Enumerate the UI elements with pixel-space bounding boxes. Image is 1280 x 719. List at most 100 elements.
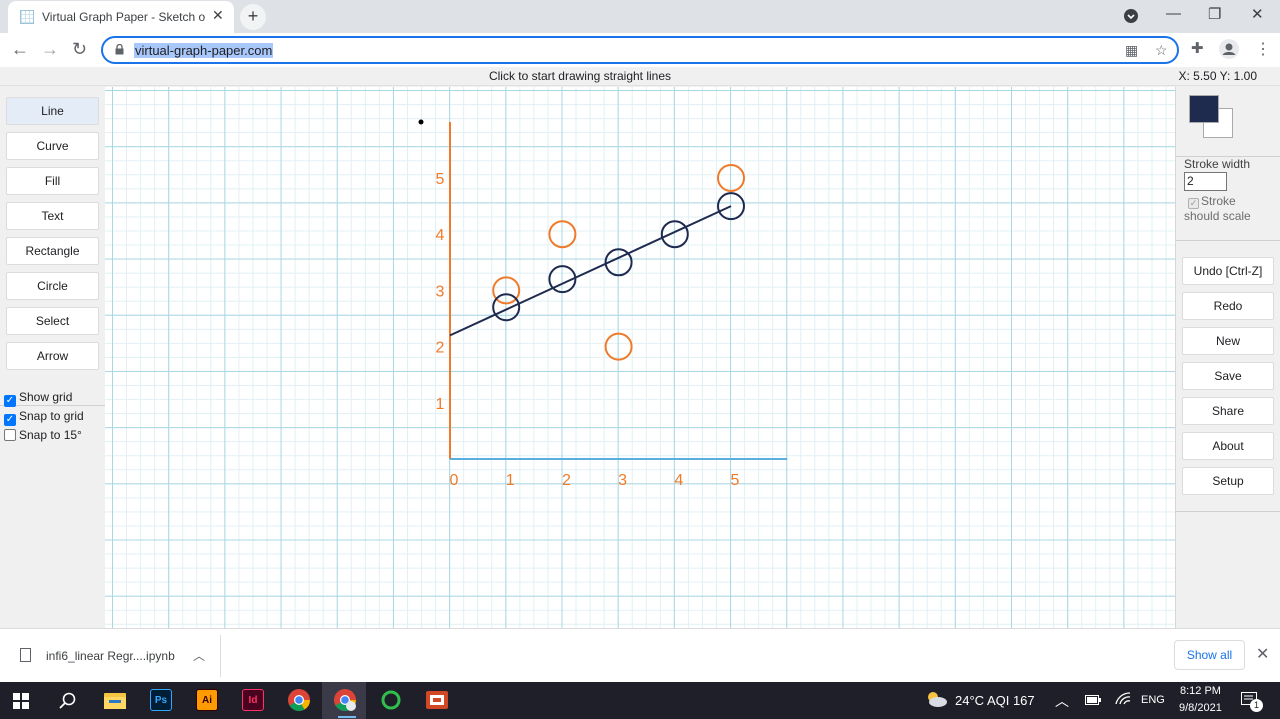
fill-tool-button[interactable]: Fill [6,167,99,195]
extensions-puzzle-icon[interactable]: ✚ [1191,40,1204,57]
weather-partly-cloudy-icon[interactable] [924,690,948,708]
presentation-app-icon[interactable] [426,689,448,711]
tray-chevron-up-icon[interactable]: ︿ [1055,693,1069,709]
setup-button[interactable]: Setup [1182,467,1274,495]
y-tick-label[interactable]: 2 [436,340,445,357]
x-tick-label[interactable]: 0 [450,472,459,489]
maximize-icon[interactable]: ❐ [1208,6,1222,23]
rectangle-tool-button[interactable]: Rectangle [6,237,99,265]
share-button[interactable]: Share [1182,397,1274,425]
search-icon[interactable] [59,692,77,710]
select-tool-button[interactable]: Select [6,307,99,335]
illustrator-icon[interactable]: Ai [196,689,218,711]
bookmark-star-icon[interactable]: ☆ [1155,42,1168,58]
browser-tab[interactable]: Virtual Graph Paper - Sketch on a ✕ [8,1,234,33]
stroke-width-input[interactable]: 2 [1184,172,1227,191]
fitted-point-circle[interactable] [548,265,577,294]
data-point-circle[interactable] [492,276,521,305]
download-bar-close-icon[interactable]: ✕ [1256,646,1270,663]
notification-center-icon[interactable] [1241,692,1259,708]
weather-text[interactable]: 24°C AQI 167 [955,693,1035,708]
snap-to-grid-checkbox[interactable]: ✓ Snap to grid [4,409,84,426]
stroke-color-swatch[interactable] [1189,95,1219,123]
minimize-icon[interactable]: — [1166,5,1181,22]
regression-line[interactable] [449,205,732,337]
qr-code-icon[interactable]: ▦ [1125,42,1139,58]
data-point-circle[interactable] [717,164,745,192]
data-point-circle[interactable] [548,220,577,249]
windows-start-icon[interactable] [13,693,29,709]
panel-divider [0,405,105,406]
show-grid-checkbox[interactable]: ✓ Show grid [4,390,73,407]
url-text[interactable]: virtual-graph-paper.com [134,43,274,58]
text-tool-button[interactable]: Text [6,202,99,230]
address-bar[interactable]: virtual-graph-paper.com ▦ ☆ [101,36,1179,64]
y-tick-label[interactable]: 1 [436,396,445,413]
y-tick-label[interactable]: 4 [436,227,445,244]
x-tick-label[interactable]: 3 [618,472,627,489]
tab-search-icon[interactable] [1123,8,1139,24]
snap-to-15-checkbox[interactable]: Snap to 15° [4,428,82,442]
chrome-icon[interactable] [288,689,310,711]
browser-menu-icon[interactable]: ⋮ [1255,41,1271,58]
profile-avatar-icon[interactable] [1219,39,1239,59]
circle-tool-button[interactable]: Circle [6,272,99,300]
undo-button[interactable]: Undo [Ctrl-Z] [1182,257,1274,285]
new-tab-button[interactable]: + [240,4,266,30]
stray-dot[interactable] [418,119,424,125]
save-button[interactable]: Save [1182,362,1274,390]
lock-icon [115,44,124,55]
forward-arrow-icon[interactable]: → [41,39,59,59]
file-explorer-icon[interactable] [104,691,126,709]
checkbox-empty-icon[interactable] [4,429,16,441]
checkmark-icon[interactable]: ✓ [1188,198,1199,209]
download-file-name[interactable]: infi6_linear Regr....ipynb [46,649,175,663]
x-tick-label[interactable]: 4 [674,472,683,489]
checkmark-icon[interactable]: ✓ [4,395,16,407]
x-tick-label[interactable]: 5 [731,472,740,489]
battery-icon[interactable] [1085,694,1101,706]
fitted-point-circle[interactable] [660,220,689,249]
stroke-scale-checkbox[interactable]: ✓ Stroke should scale [1184,194,1251,223]
window-close-icon[interactable]: ✕ [1251,6,1264,23]
fitted-point-circle[interactable] [604,248,633,277]
fitted-point-circle[interactable] [717,192,745,221]
chrome-profile-icon[interactable] [334,689,356,711]
x-tick-label[interactable]: 1 [506,472,515,489]
arrow-tool-button[interactable]: Arrow [6,342,99,370]
curve-tool-button[interactable]: Curve [6,132,99,160]
clock-time[interactable]: 8:12 PM [1180,685,1221,697]
checkmark-icon[interactable]: ✓ [4,414,16,426]
x-tick-label[interactable]: 2 [562,472,571,489]
tab-close-icon[interactable]: ✕ [212,7,224,23]
notification-count-badge: 1 [1250,699,1263,712]
new-button[interactable]: New [1182,327,1274,355]
line-tool-button[interactable]: Line [6,97,99,125]
indesign-icon[interactable]: Id [242,689,264,711]
tab-title: Virtual Graph Paper - Sketch on a [42,10,206,24]
redo-button[interactable]: Redo [1182,292,1274,320]
chevron-up-icon[interactable]: ︿ [193,649,206,663]
clock-date[interactable]: 9/8/2021 [1179,702,1222,714]
y-tick-label[interactable]: 5 [436,171,445,188]
file-icon [20,648,31,662]
y-tick-label[interactable]: 3 [436,283,445,300]
stroke-width-label: Stroke width [1184,157,1251,171]
panel-divider [1176,240,1280,241]
about-button[interactable]: About [1182,432,1274,460]
data-point-circle[interactable] [604,332,633,361]
browser-toolbar: ← → ↻ virtual-graph-paper.com ▦ ☆ ✚ ⋮ [0,33,1280,67]
fitted-point-circle[interactable] [492,293,521,322]
wifi-icon[interactable] [1115,692,1131,706]
drawing-canvas[interactable]: 0 1 2 3 4 5 1 2 3 4 5 [105,87,1175,628]
back-arrow-icon[interactable]: ← [11,39,29,59]
show-all-button[interactable]: Show all [1174,640,1245,670]
app-running-indicator [338,716,356,718]
loading-ring-icon[interactable] [380,689,402,711]
status-bar: Click to start drawing straight lines X:… [0,67,1280,86]
reload-icon[interactable]: ↻ [72,39,88,59]
photoshop-icon[interactable]: Ps [150,689,172,711]
cursor-coordinates: X: 5.50 Y: 1.00 [1178,69,1257,83]
drawing-layer[interactable]: 0 1 2 3 4 5 1 2 3 4 5 [105,87,1175,628]
language-indicator[interactable]: ENG [1141,694,1165,706]
